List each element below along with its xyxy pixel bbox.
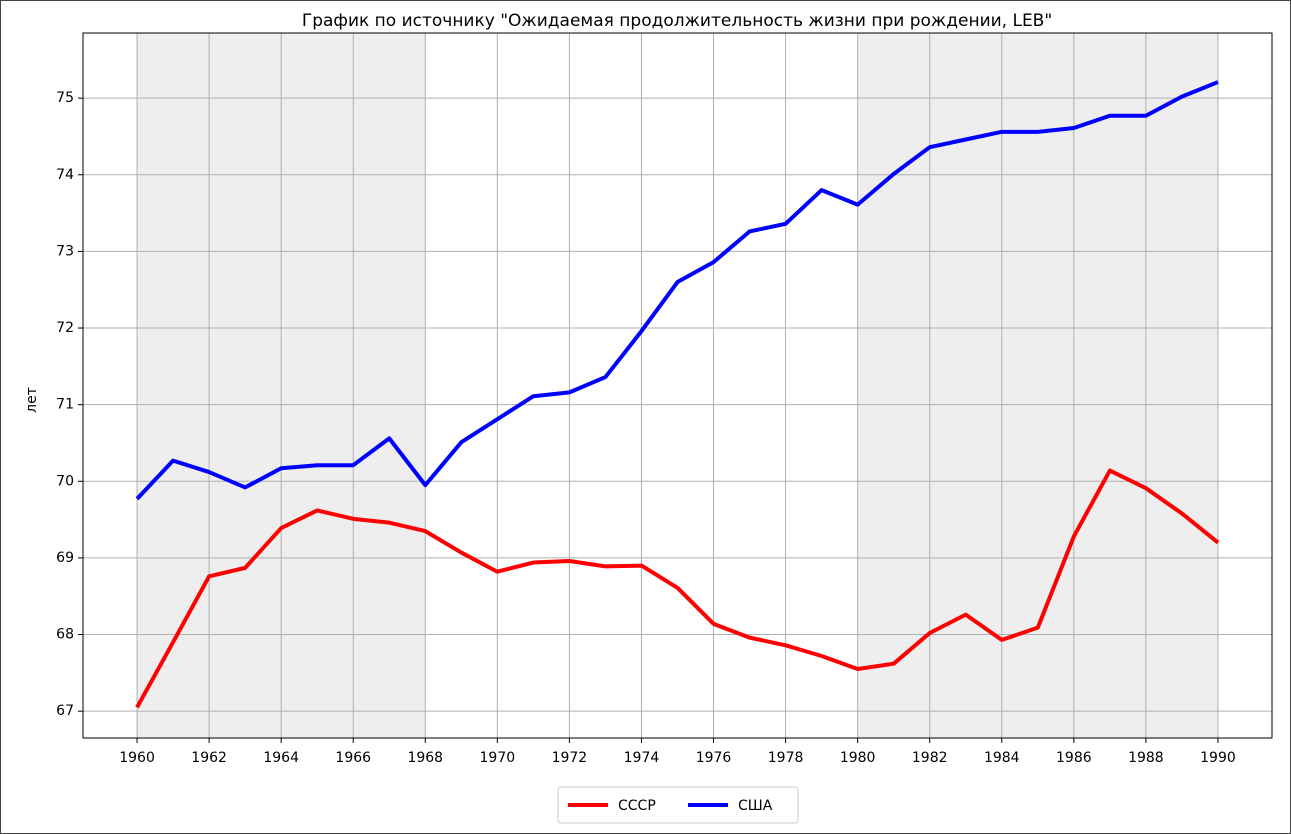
x-tick-label: 1988 xyxy=(1128,750,1164,766)
x-tick-label: 1990 xyxy=(1200,750,1236,766)
x-tick-label: 1966 xyxy=(335,750,371,766)
x-tick-label: 1982 xyxy=(912,750,948,766)
chart-title: График по источнику "Ожидаемая продолжит… xyxy=(302,11,1052,31)
x-tick-label: 1968 xyxy=(407,750,443,766)
x-tick-label: 1972 xyxy=(552,750,588,766)
shaded-span xyxy=(857,33,1218,738)
y-tick-label: 70 xyxy=(56,473,74,489)
x-tick-label: 1984 xyxy=(984,750,1020,766)
x-tick-label: 1964 xyxy=(263,750,299,766)
x-tick-label: 1980 xyxy=(840,750,876,766)
x-tick-label: 1976 xyxy=(696,750,732,766)
y-tick-label: 74 xyxy=(56,167,74,183)
x-tick-label: 1974 xyxy=(624,750,660,766)
x-tick-label: 1970 xyxy=(480,750,516,766)
y-tick-label: 75 xyxy=(56,90,74,106)
x-tick-label: 1960 xyxy=(119,750,155,766)
y-tick-label: 68 xyxy=(56,627,74,643)
legend-label: СССР xyxy=(618,798,656,814)
y-axis-label: лет xyxy=(24,387,40,413)
line-series xyxy=(135,80,1219,501)
plot-frame xyxy=(82,32,1273,739)
x-tick-label: 1962 xyxy=(191,750,227,766)
y-tick-label: 72 xyxy=(56,320,74,336)
line-series xyxy=(135,468,1220,709)
x-tick-label: 1986 xyxy=(1056,750,1092,766)
x-tick-label: 1978 xyxy=(768,750,804,766)
legend-label: США xyxy=(738,798,773,814)
y-tick-label: 67 xyxy=(56,703,74,719)
y-tick-label: 71 xyxy=(56,397,74,413)
legend xyxy=(557,786,799,824)
y-tick-label: 73 xyxy=(56,243,74,259)
y-tick-label: 69 xyxy=(56,550,74,566)
